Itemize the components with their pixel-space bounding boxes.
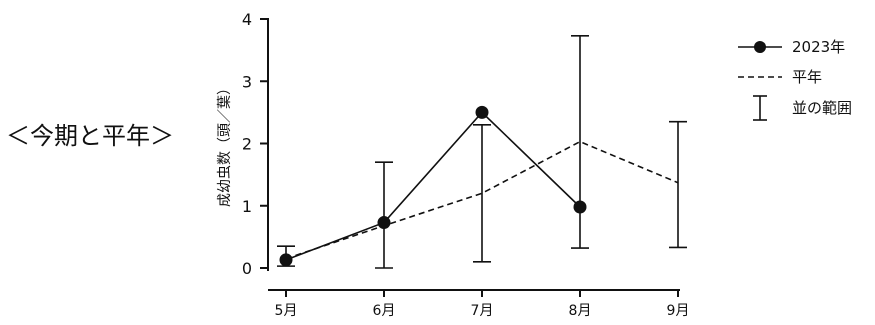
legend-2023-marker	[754, 41, 766, 53]
x-tick-label: 7月	[471, 303, 494, 319]
legend-range-label: 並の範囲	[792, 99, 852, 117]
y-tick-label: 2	[242, 135, 252, 154]
legend-2023-label: 2023年	[792, 38, 845, 56]
y-ticks: 0 1 2 3 4	[242, 10, 268, 278]
series-2023-point	[377, 216, 391, 230]
series-2023-point	[573, 200, 587, 214]
side-title: ＜今期と平年＞	[6, 122, 174, 150]
y-tick-label: 3	[242, 72, 252, 91]
x-tick-label: 9月	[667, 303, 690, 319]
series-2023-point	[279, 253, 293, 267]
y-tick-label: 0	[242, 259, 252, 278]
legend-average-label: 平年	[792, 68, 822, 86]
y-tick-label: 4	[242, 10, 252, 29]
series-2023-point	[475, 105, 489, 119]
legend: 2023年 平年 並の範囲	[738, 38, 852, 121]
x-ticks: 5月 6月 7月 8月 9月	[275, 290, 690, 319]
y-axis-label: 成幼虫数（頭／葉）	[217, 81, 233, 207]
range-error-bars	[277, 35, 687, 269]
series-2023-line	[285, 111, 581, 261]
x-tick-label: 8月	[569, 303, 592, 319]
y-tick-label: 1	[242, 197, 252, 216]
x-tick-label: 5月	[275, 303, 298, 319]
series-average-line	[285, 140, 679, 260]
x-tick-label: 6月	[373, 303, 396, 319]
series-2023-markers	[279, 105, 587, 267]
